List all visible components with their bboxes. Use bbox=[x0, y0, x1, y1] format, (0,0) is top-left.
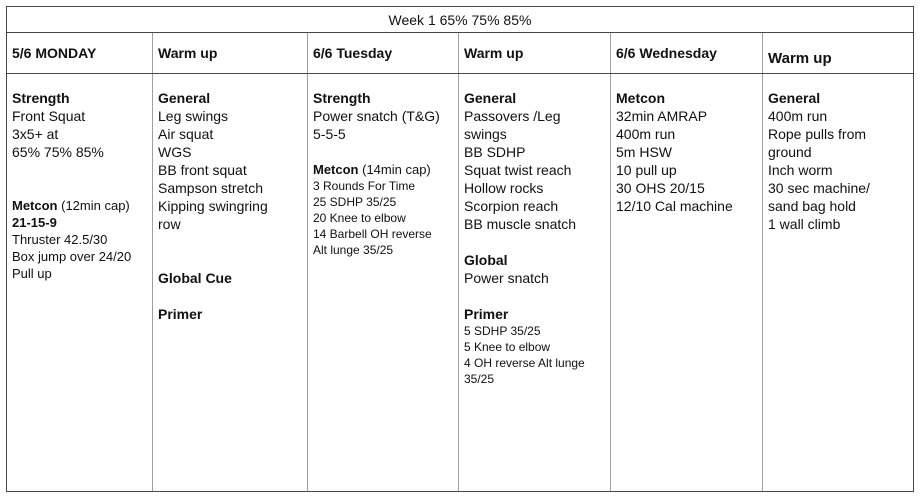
plan-line: Passovers /Leg bbox=[464, 108, 561, 124]
plan-line: 5 SDHP 35/25 bbox=[464, 324, 541, 338]
blank-line bbox=[12, 179, 147, 197]
section-label: General bbox=[158, 90, 211, 106]
plan-line: Leg swings bbox=[158, 108, 229, 124]
plan-line: Box jump over 24/20 bbox=[12, 249, 132, 264]
day-cell-1-warm-up: General Leg swings Air squat WGS BB front sq… bbox=[153, 74, 308, 491]
week-title: Week 1 65% 75% 85% bbox=[388, 11, 532, 28]
plan-line: Front Squat bbox=[12, 108, 86, 124]
blank-line bbox=[158, 287, 302, 305]
plan-line: Power snatch (T&G) bbox=[313, 108, 440, 124]
plan-line: Global Cue bbox=[158, 269, 302, 287]
plan-line: Hollow rocks bbox=[464, 180, 544, 196]
plan-line: Metcon bbox=[616, 89, 757, 107]
plan-line: 32min AMRAP bbox=[616, 108, 708, 124]
column-header-4-6-6-wednesday: 6/6 Wednesday bbox=[611, 33, 763, 73]
section-label: Global Cue bbox=[158, 270, 232, 286]
body-row: Strength Front Squat 3x5+ at 65% 75% 85% Me… bbox=[7, 74, 913, 491]
plan-line: Thruster 42.5/30 bbox=[12, 232, 108, 247]
day-cell-3-warm-up: General Passovers /Leg swings BB SDHP Squat … bbox=[459, 74, 611, 491]
plan-line: swings bbox=[464, 126, 507, 142]
plan-line: Primer bbox=[464, 305, 605, 323]
plan-line: General bbox=[158, 89, 302, 107]
header-row: 5/6 MONDAY Warm up 6/6 Tuesday Warm up 6/6 W… bbox=[7, 33, 913, 74]
plan-line: 5 Knee to elbow bbox=[464, 340, 551, 354]
column-header-0-5-6-monday: 5/6 MONDAY bbox=[7, 33, 153, 73]
section-label: Primer bbox=[158, 306, 203, 322]
plan-line: 14 Barbell OH reverse bbox=[313, 227, 432, 241]
plan-line: Inch worm bbox=[768, 162, 833, 178]
section-label: 21-15-9 bbox=[12, 215, 57, 230]
plan-line: ground bbox=[768, 144, 812, 160]
day-cell-5-warm-up: General 400m run Rope pulls from ground Inch… bbox=[763, 74, 915, 491]
section-label: Global bbox=[464, 252, 508, 268]
plan-line: Strength bbox=[313, 89, 453, 107]
day-cell-2-6-6-tuesday: Strength Power snatch (T&G) 5-5-5 Metcon (… bbox=[308, 74, 459, 491]
plan-line: 1 wall climb bbox=[768, 216, 841, 232]
plan-line: Rope pulls from bbox=[768, 126, 867, 142]
column-header-2-6-6-tuesday: 6/6 Tuesday bbox=[308, 33, 459, 73]
day-cell-0-5-6-monday: Strength Front Squat 3x5+ at 65% 75% 85% Me… bbox=[7, 74, 153, 491]
section-label: Metcon bbox=[616, 90, 665, 106]
blank-line bbox=[313, 143, 453, 161]
plan-line: 35/25 bbox=[464, 372, 495, 386]
section-label: Primer bbox=[464, 306, 509, 322]
plan-line: 400m run bbox=[616, 126, 676, 142]
plan-line: 30 OHS 20/15 bbox=[616, 180, 705, 196]
week-title-row: Week 1 65% 75% 85% bbox=[7, 7, 913, 33]
section-label: Strength bbox=[313, 90, 371, 106]
section-label: General bbox=[464, 90, 517, 106]
plan-line: Sampson stretch bbox=[158, 180, 264, 196]
plan-line: 400m run bbox=[768, 108, 828, 124]
column-header-1-warm-up: Warm up bbox=[153, 33, 308, 73]
plan-line: BB muscle snatch bbox=[464, 216, 577, 232]
blank-line bbox=[158, 251, 302, 269]
plan-line: 25 SDHP 35/25 bbox=[313, 195, 397, 209]
plan-line: Kipping swingring bbox=[158, 198, 268, 214]
plan-line: General bbox=[464, 89, 605, 107]
plan-line: 21-15-9 bbox=[12, 214, 147, 231]
plan-line: 65% 75% 85% bbox=[12, 144, 104, 160]
plan-line: 12/10 Cal machine bbox=[616, 198, 733, 214]
plan-line: 3x5+ at bbox=[12, 126, 59, 142]
workout-plan-table: Week 1 65% 75% 85% 5/6 MONDAY Warm up 6/6 … bbox=[6, 6, 914, 492]
plan-line: 30 sec machine/ bbox=[768, 180, 870, 196]
plan-line: 5-5-5 bbox=[313, 126, 346, 142]
plan-line: 4 OH reverse Alt lunge bbox=[464, 356, 585, 370]
plan-line: 10 pull up bbox=[616, 162, 677, 178]
plan-line: Squat twist reach bbox=[464, 162, 572, 178]
plan-line: Alt lunge 35/25 bbox=[313, 243, 394, 257]
plan-line: Strength bbox=[12, 89, 147, 107]
day-cell-4-6-6-wednesday: Metcon 32min AMRAP 400m run 5m HSW 10 pull u… bbox=[611, 74, 763, 491]
plan-line: Metcon (14min cap) bbox=[313, 162, 431, 177]
plan-line: 20 Knee to elbow bbox=[313, 211, 406, 225]
section-label: Metcon bbox=[313, 162, 359, 177]
plan-line: sand bag hold bbox=[768, 198, 856, 214]
blank-line bbox=[464, 233, 605, 251]
plan-line: 5m HSW bbox=[616, 144, 672, 160]
plan-line: Pull up bbox=[12, 266, 52, 281]
blank-line bbox=[12, 161, 147, 179]
plan-line: BB SDHP bbox=[464, 144, 526, 160]
plan-line: General bbox=[768, 89, 910, 107]
plan-line: BB front squat bbox=[158, 162, 247, 178]
plan-line: Primer bbox=[158, 305, 302, 323]
column-header-3-warm-up: Warm up bbox=[459, 33, 611, 73]
section-label: Strength bbox=[12, 90, 70, 106]
plan-line: Air squat bbox=[158, 126, 214, 142]
column-header-5-warm-up: Warm up bbox=[768, 49, 832, 67]
plan-line: 3 Rounds For Time bbox=[313, 179, 416, 193]
section-label: Metcon bbox=[12, 198, 58, 213]
section-label: General bbox=[768, 90, 821, 106]
plan-line: Metcon (12min cap) bbox=[12, 198, 130, 213]
blank-line bbox=[464, 287, 605, 305]
blank-line bbox=[158, 233, 302, 251]
plan-line: WGS bbox=[158, 144, 192, 160]
plan-line: row bbox=[158, 216, 181, 232]
plan-line: Power snatch bbox=[464, 270, 549, 286]
plan-line: Global bbox=[464, 251, 605, 269]
plan-line: Scorpion reach bbox=[464, 198, 559, 214]
